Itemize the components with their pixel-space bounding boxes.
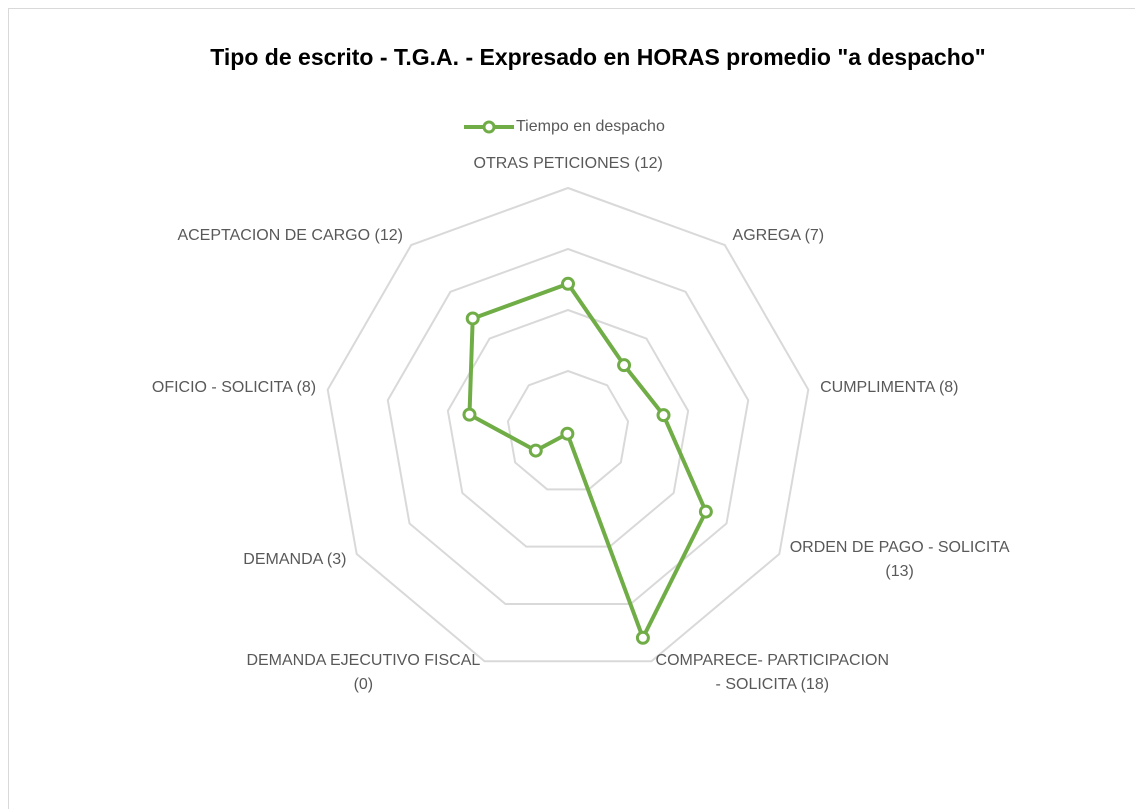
data-point <box>617 358 632 373</box>
chart-border <box>8 8 1135 809</box>
grid-ring <box>446 308 690 548</box>
legend-label: Tiempo en despacho <box>516 118 665 135</box>
category-label: COMPARECE- PARTICIPACION - SOLICITA (18) <box>655 651 890 693</box>
chart: Tipo de escrito - T.G.A. - Expresado en … <box>8 8 1135 809</box>
category-label: DEMANDA (3) <box>243 551 347 568</box>
grid-ring <box>506 369 630 491</box>
data-point <box>560 426 575 441</box>
chart-title: Tipo de escrito - T.G.A. - Expresado en … <box>210 44 986 70</box>
legend: Tiempo en despacho <box>462 116 665 138</box>
series-line <box>467 281 708 640</box>
category-label: OFICIO - SOLICITA (8) <box>151 378 317 396</box>
category-label: CUMPLIMENTA (8) <box>820 378 959 396</box>
legend-symbol <box>464 120 514 134</box>
plot <box>326 186 810 663</box>
data-point <box>528 443 543 458</box>
data-point <box>462 407 477 422</box>
grid-ring <box>326 186 810 663</box>
data-point <box>465 311 480 326</box>
category-label: ACEPTACION DE CARGO (12) <box>177 226 403 244</box>
data-point <box>698 504 713 519</box>
data-point <box>561 276 575 291</box>
data-point <box>635 630 650 645</box>
category-label: OTRAS PETICIONES (12) <box>473 155 663 172</box>
category-label: AGREGA (7) <box>732 226 825 244</box>
data-point <box>656 408 671 423</box>
grid-ring <box>386 247 750 605</box>
category-label: ORDEN DE PAGO - SOLICITA (13) <box>789 539 1010 580</box>
category-label: DEMANDA EJECUTIVO FISCAL (0) <box>246 651 481 693</box>
